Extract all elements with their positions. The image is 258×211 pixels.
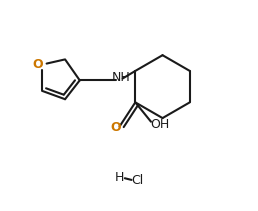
Text: NH: NH	[112, 71, 131, 84]
Text: O: O	[32, 58, 43, 71]
Text: OH: OH	[150, 119, 169, 131]
Text: Cl: Cl	[131, 174, 143, 187]
Text: H: H	[115, 171, 124, 184]
Text: O: O	[110, 121, 121, 134]
